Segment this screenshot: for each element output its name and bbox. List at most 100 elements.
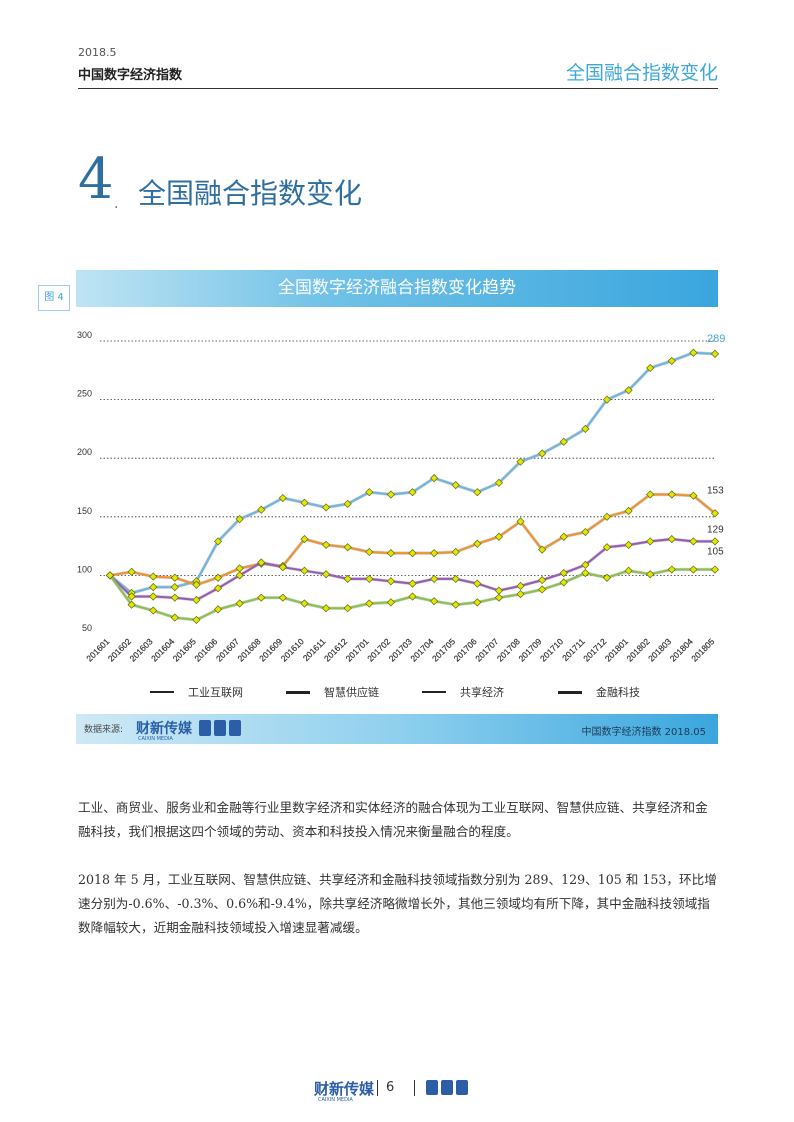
data-point-marker [257, 593, 266, 602]
footer-caixin-logo: 财新传媒 [314, 1080, 375, 1098]
data-point-marker [386, 598, 395, 607]
chart-title-banner [76, 270, 718, 307]
data-point-marker [149, 592, 158, 601]
data-point-marker [430, 574, 439, 584]
source-label: 数据来源: [84, 725, 124, 735]
data-point-marker [321, 503, 331, 512]
legend-item-industrial-internet: 工业互联网 [150, 684, 243, 700]
caixin-logo-subtext: CAIXIN MEDIA [138, 736, 173, 742]
data-point-marker [192, 615, 201, 625]
x-tick-label: 201610 [279, 636, 306, 663]
data-point-marker [235, 599, 244, 608]
data-point-marker [710, 565, 720, 574]
data-point-marker [538, 585, 547, 594]
legend-item-fintech: 金融科技 [558, 684, 640, 700]
data-point-marker [430, 474, 439, 483]
y-tick-label: 200 [77, 447, 92, 457]
data-point-marker [386, 577, 395, 586]
data-point-marker [213, 605, 223, 614]
data-point-marker [257, 505, 266, 514]
data-point-marker [300, 534, 309, 544]
data-point-marker [559, 578, 568, 587]
data-point-marker [473, 579, 482, 588]
data-point-marker [581, 568, 590, 578]
series-end-label: 129 [707, 524, 724, 535]
data-point-marker [710, 509, 720, 518]
data-point-marker [473, 598, 482, 607]
data-point-marker [494, 478, 504, 487]
data-point-marker [300, 566, 309, 575]
data-point-marker [343, 543, 352, 552]
bbd-logo-block [199, 720, 211, 736]
y-tick-label: 50 [82, 623, 92, 633]
data-point-marker [538, 545, 547, 554]
data-point-marker [213, 584, 223, 593]
y-tick-label: 250 [77, 389, 92, 399]
source-right-text: 中国数字经济指数 2018.05 [581, 727, 706, 738]
header-date: 2018.5 [78, 46, 117, 59]
fusion-index-line-chart: 5010015020025030020160120160220160320160… [77, 330, 725, 664]
data-point-marker [602, 543, 612, 552]
data-point-marker [538, 575, 547, 585]
data-point-marker [149, 572, 158, 581]
legend-label: 智慧供应链 [324, 686, 379, 699]
chart-title: 全国数字经济融合指数变化趋势 [278, 278, 516, 298]
data-point-marker [581, 527, 590, 537]
data-point-marker [321, 604, 331, 613]
header-section-title: 全国融合指数变化 [565, 62, 718, 84]
series-end-label: 105 [707, 547, 724, 558]
data-point-marker [365, 547, 374, 557]
data-point-marker [689, 491, 698, 500]
y-tick-label: 300 [77, 330, 92, 340]
data-point-marker [473, 488, 482, 497]
data-point-marker [451, 547, 460, 557]
footer-bbd-logo [426, 1080, 468, 1095]
data-point-marker [127, 592, 136, 601]
caixin-logo: 财新传媒 [136, 721, 192, 737]
footer-divider [414, 1080, 415, 1096]
data-point-marker [559, 532, 568, 541]
legend-label: 金融科技 [596, 686, 640, 699]
data-point-marker [127, 567, 136, 576]
legend-label: 工业互联网 [188, 686, 243, 699]
data-point-marker [451, 600, 460, 609]
bbd-logo [199, 720, 241, 736]
data-point-marker [149, 583, 158, 592]
y-tick-label: 100 [77, 564, 92, 574]
data-point-marker [365, 599, 374, 608]
bbd-logo-block [229, 720, 241, 736]
data-point-marker [321, 570, 331, 579]
body-paragraph-2: 2018 年 5 月，工业互联网、智慧供应链、共享经济和金融科技领域指数分别为 … [78, 872, 717, 935]
series-line-shadow [108, 537, 715, 602]
bbd-logo-block [456, 1080, 468, 1095]
series-line [109, 538, 715, 601]
data-point-marker [343, 499, 352, 509]
data-point-marker [127, 600, 136, 609]
data-point-marker [494, 593, 504, 602]
body-paragraph-1: 工业、商贸业、服务业和金融等行业里数字经济和实体经济的融合体现为工业互联网、智慧… [78, 800, 708, 839]
data-point-marker [646, 490, 655, 499]
section-number-dot: . [114, 196, 119, 212]
data-point-marker [365, 488, 374, 497]
figure-label: 图 4 [38, 285, 70, 311]
data-point-marker [581, 424, 590, 433]
data-point-marker [408, 579, 417, 588]
data-point-marker [624, 540, 633, 550]
data-point-marker [646, 537, 655, 546]
data-point-marker [602, 512, 612, 521]
legend-swatch [422, 691, 446, 693]
bbd-logo-block [214, 720, 226, 736]
data-point-marker [689, 537, 698, 546]
data-point-marker [213, 537, 223, 546]
source-bar [76, 714, 718, 744]
data-point-marker [516, 457, 525, 466]
data-point-marker [710, 537, 720, 546]
data-point-marker [451, 574, 460, 584]
data-point-marker [559, 437, 568, 446]
legend-swatch [150, 691, 174, 693]
data-point-marker [494, 532, 504, 541]
data-point-marker [689, 348, 698, 357]
header-report-title: 中国数字经济指数 [78, 68, 183, 83]
data-point-marker [321, 540, 331, 550]
legend-swatch [558, 690, 582, 694]
